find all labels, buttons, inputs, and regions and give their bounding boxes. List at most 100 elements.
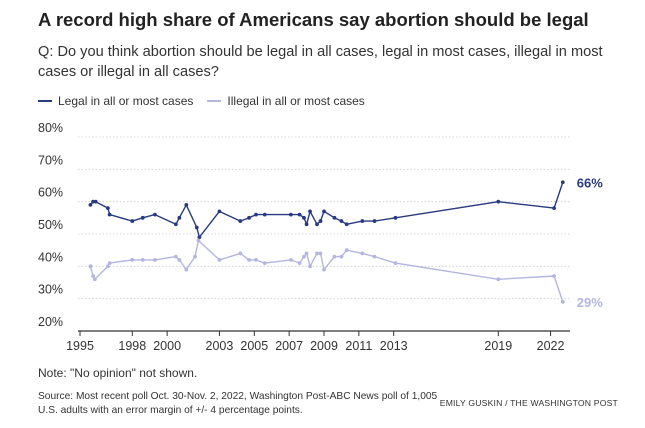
- data-point-legal: [297, 212, 302, 217]
- data-point-illegal: [105, 264, 110, 269]
- x-tick-label: 2009: [310, 339, 338, 353]
- legend-label-illegal: Illegal in all or most cases: [227, 94, 365, 108]
- data-point-legal: [247, 215, 251, 220]
- data-point-illegal: [332, 254, 337, 259]
- data-point-illegal: [88, 264, 93, 269]
- data-point-legal: [105, 206, 110, 211]
- data-point-legal: [344, 222, 349, 227]
- legend-swatch-illegal: [207, 100, 222, 102]
- data-point-legal: [254, 212, 258, 217]
- data-point-legal: [184, 203, 189, 207]
- data-point-legal: [238, 219, 243, 223]
- data-point-legal: [393, 215, 398, 220]
- data-point-legal: [302, 215, 306, 220]
- x-tick-label: 2000: [153, 339, 181, 353]
- x-tick-label: 2007: [275, 339, 303, 353]
- chart-title: A record high share of Americans say abo…: [38, 9, 589, 30]
- data-point-legal: [304, 222, 309, 227]
- legend-item-illegal: Illegal in all or most cases: [207, 94, 365, 108]
- series-line-legal: [89, 182, 564, 238]
- data-point-illegal: [304, 251, 309, 256]
- data-point-legal: [332, 215, 337, 220]
- data-point-legal: [315, 222, 319, 227]
- data-point-legal: [91, 199, 95, 204]
- data-point-illegal: [217, 257, 222, 262]
- data-point-illegal: [372, 254, 377, 259]
- data-point-legal: [560, 180, 565, 185]
- data-point-illegal: [184, 267, 189, 272]
- data-point-illegal: [262, 261, 267, 265]
- x-tick-label: 2005: [240, 339, 268, 353]
- data-point-illegal: [173, 254, 178, 259]
- data-point-illegal: [238, 251, 243, 256]
- data-point-legal: [339, 219, 344, 223]
- data-point-legal: [194, 225, 199, 230]
- x-tick-label: 2013: [380, 339, 408, 353]
- data-point-illegal: [302, 254, 306, 259]
- data-point-illegal: [92, 277, 97, 282]
- data-point-illegal: [247, 257, 251, 262]
- y-tick-label: 40%: [38, 250, 63, 264]
- y-tick-label: 20%: [38, 315, 63, 329]
- x-tick-label: 2022: [537, 339, 565, 353]
- data-point-legal: [217, 209, 222, 214]
- data-point-legal: [262, 212, 267, 217]
- data-point-illegal: [344, 248, 349, 253]
- legend-swatch-legal: [38, 100, 52, 102]
- end-label-legal: 66%: [577, 175, 603, 190]
- y-tick-label: 70%: [38, 153, 63, 167]
- data-point-legal: [322, 209, 326, 214]
- data-point-legal: [88, 203, 93, 207]
- y-tick-label: 30%: [38, 283, 63, 297]
- data-point-illegal: [254, 257, 258, 262]
- y-tick-label: 60%: [38, 186, 63, 200]
- data-point-legal: [140, 215, 145, 220]
- y-tick-label: 80%: [38, 121, 63, 135]
- x-tick-label: 1995: [66, 339, 94, 353]
- data-point-legal: [288, 212, 293, 217]
- data-point-legal: [173, 222, 178, 227]
- data-point-legal: [496, 199, 501, 204]
- y-tick-label: 50%: [38, 218, 63, 232]
- data-point-legal: [360, 219, 365, 223]
- legend-label-legal: Legal in all or most cases: [58, 94, 194, 108]
- data-point-illegal: [315, 251, 319, 256]
- chart-credit: EMILY GUSKIN / THE WASHINGTON POST: [439, 398, 618, 408]
- data-point-legal: [153, 212, 157, 217]
- data-point-illegal: [107, 261, 112, 265]
- data-point-legal: [93, 199, 98, 204]
- data-point-legal: [318, 219, 323, 223]
- data-point-illegal: [393, 261, 398, 265]
- data-point-legal: [552, 206, 556, 211]
- data-point-illegal: [339, 254, 344, 259]
- data-point-illegal: [288, 257, 293, 262]
- legend-item-legal: Legal in all or most cases: [38, 94, 193, 108]
- chart-legend: Legal in all or most cases Illegal in al…: [38, 94, 379, 108]
- data-point-illegal: [130, 257, 135, 262]
- data-point-legal: [308, 209, 312, 214]
- data-point-illegal: [91, 274, 95, 278]
- data-point-illegal: [196, 238, 201, 243]
- x-tick-label: 2019: [484, 339, 512, 353]
- data-point-illegal: [360, 251, 365, 256]
- data-point-illegal: [308, 264, 312, 269]
- data-point-legal: [130, 219, 135, 223]
- data-point-illegal: [140, 257, 145, 262]
- data-point-illegal: [153, 257, 157, 262]
- survey-question: Q: Do you think abortion should be legal…: [38, 44, 603, 80]
- chart-source: Source: Most recent poll Oct. 30-Nov. 2,…: [38, 391, 438, 416]
- data-point-illegal: [552, 274, 556, 278]
- data-point-illegal: [193, 254, 197, 259]
- data-point-illegal: [322, 267, 326, 272]
- end-label-illegal: 29%: [577, 295, 603, 310]
- x-tick-label: 2011: [345, 339, 372, 353]
- data-point-legal: [107, 212, 112, 217]
- x-tick-label: 1998: [118, 339, 146, 353]
- x-tick-label: 2003: [206, 339, 234, 353]
- chart-note: Note: "No opinion" not shown.: [38, 366, 198, 380]
- data-point-illegal: [560, 300, 565, 304]
- data-point-legal: [372, 219, 377, 223]
- data-point-illegal: [297, 261, 302, 265]
